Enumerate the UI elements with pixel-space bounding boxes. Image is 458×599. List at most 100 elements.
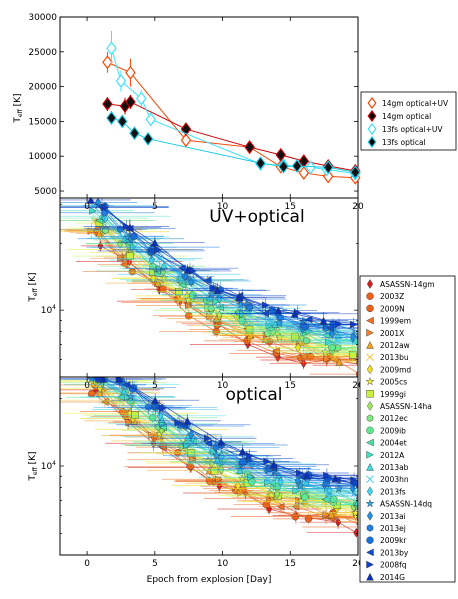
cloud-point <box>87 377 97 383</box>
cloud-line <box>104 207 354 325</box>
legend-marker <box>366 510 374 521</box>
data-point <box>115 74 127 89</box>
x-tick-label: 10 <box>217 559 229 569</box>
cloud-point <box>246 303 253 311</box>
axis-ticks-layer: 0 5 10 15 20 0 5 10 15 20 0 5 10 15 20 5000 10000 15000 20… <box>28 13 364 569</box>
cloud-point <box>86 198 95 204</box>
x-tick-label: 0 <box>84 381 90 391</box>
x-tick-label: 10 <box>217 381 229 391</box>
y-tick-label: 104 <box>41 304 56 316</box>
data-point-core <box>144 133 152 144</box>
cloud-point <box>102 226 109 235</box>
legend-marker <box>366 279 374 289</box>
cloud-point <box>183 416 192 425</box>
x-tick-label: 0 <box>84 559 90 569</box>
cloud-point <box>174 419 183 427</box>
data-point-core <box>121 101 129 112</box>
x-tick-label: 15 <box>285 381 296 391</box>
panel-cloud <box>60 198 358 377</box>
cloud-point <box>183 265 192 274</box>
legend-label: 2005cs <box>380 378 407 387</box>
legend-marker <box>366 560 374 569</box>
top-panel-data <box>102 30 361 185</box>
cloud-point <box>268 479 276 487</box>
legend-label: 1999gi <box>380 390 406 399</box>
legend-marker <box>366 304 374 313</box>
cloud-point <box>327 510 336 519</box>
cloud-point <box>115 377 123 383</box>
cloud-point <box>215 475 223 484</box>
legend-marker <box>365 498 375 508</box>
marker-stroke <box>366 353 374 362</box>
cloud-point <box>181 272 189 281</box>
cloud-point <box>328 343 336 352</box>
y-tick-exponent: 4 <box>52 304 56 311</box>
y-tick-label: 25000 <box>28 48 57 58</box>
cloud-point <box>178 281 187 289</box>
middle-panel-title: UV+optical <box>209 207 304 227</box>
x-tick-label: 10 <box>217 202 229 212</box>
legend-label: 13fs optical <box>382 138 426 147</box>
legend-marker <box>366 364 374 375</box>
legend-marker <box>366 390 374 398</box>
cloud-point <box>151 238 159 247</box>
x-axis-label: Epoch from explosion [Day] <box>147 575 272 585</box>
legend-label: 2001X <box>380 329 404 338</box>
legend-label: ASASSN-14gm <box>380 280 435 289</box>
data-point-core <box>126 96 135 107</box>
data-point <box>145 112 157 127</box>
legend-label: 2013ai <box>380 512 406 521</box>
y-tick-label: 30000 <box>28 13 57 23</box>
legend-label: 2009md <box>380 365 411 374</box>
legend-marker <box>366 463 374 471</box>
data-point <box>298 165 310 180</box>
series-cloud-layer <box>60 198 358 538</box>
data-point-core <box>118 116 127 127</box>
cloud-point <box>204 434 212 443</box>
y-tick-label: 10000 <box>28 152 57 162</box>
y-tick-label: 104 <box>41 460 56 472</box>
top-y-axis-label: Teff [K] <box>13 93 24 123</box>
top-legend: 14gm optical+UV 14gm optical 13fs optical+… <box>360 91 457 151</box>
bottom-panel-title: optical <box>225 385 282 405</box>
data-point-core <box>130 128 139 139</box>
legend-label: 2003hn <box>380 475 409 484</box>
cloud-point <box>183 295 193 304</box>
legend-label: 1999em <box>380 317 411 326</box>
top-panel-frame <box>59 16 359 199</box>
legend-marker <box>366 450 374 459</box>
cloud-point <box>301 493 309 501</box>
cloud-point <box>212 297 221 306</box>
data-point <box>106 41 117 56</box>
legend-label: 2013ej <box>380 524 406 533</box>
data-point <box>136 91 147 106</box>
legend-marker <box>366 328 374 337</box>
y-tick-label: 5000 <box>34 187 57 197</box>
legend-marker <box>366 316 374 325</box>
legend-marker <box>366 475 374 484</box>
cloud-line <box>97 229 358 361</box>
cloud-point <box>97 241 104 251</box>
cloud-line <box>92 210 358 343</box>
panel-cloud <box>60 377 358 538</box>
cloud-point <box>304 515 313 523</box>
data-point <box>180 133 192 148</box>
cloud-point <box>217 437 225 446</box>
x-tick-label: 15 <box>285 559 296 569</box>
cloud-point <box>319 316 328 325</box>
cloud-point <box>131 411 139 419</box>
legend-label: 2012A <box>380 451 405 460</box>
legend-label: ASASSN-14ha <box>380 402 432 411</box>
x-tick-label: 5 <box>152 381 158 391</box>
legend-marker <box>366 548 374 557</box>
cloud-point <box>238 317 246 325</box>
cloud-point <box>216 303 225 312</box>
cloud-point <box>188 429 195 440</box>
legend-marker <box>365 376 375 386</box>
legend-marker <box>366 401 374 411</box>
data-point-core <box>103 99 112 110</box>
legend-label: 14gm optical <box>382 112 431 121</box>
legend-marker <box>367 110 377 122</box>
legend-label: 2004et <box>380 439 407 448</box>
